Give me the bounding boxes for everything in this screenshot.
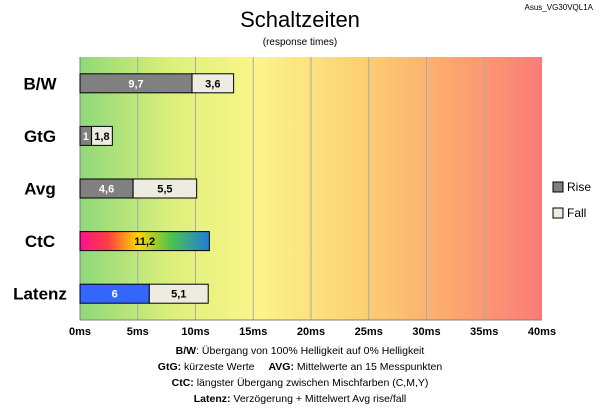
x-tick-label-30: 30ms [412,326,440,338]
x-tick-label-35: 35ms [470,326,498,338]
legend-swatch-rise [552,181,564,193]
bar-label-rise-latenz: 6 [112,289,118,301]
bar-label-rise-avg: 4,6 [99,184,114,196]
bar-label-fall-avg: 5,5 [157,184,172,196]
bar-label-rise-b-w: 9,7 [128,78,143,90]
x-tick-label-5: 5ms [127,326,149,338]
x-tick-label-40: 40ms [528,326,556,338]
category-label-b-w: B/W [23,74,57,93]
legend-label-fall: Fall [567,206,586,220]
chart-subtitle: (response times) [263,37,337,48]
category-label-latenz: Latenz [13,285,67,304]
bar-label-rise-ctc: 11,2 [134,236,155,248]
footnotes: B/W: Übergang von 100% Helligkeit auf 0%… [158,345,443,405]
x-tick-label-0: 0ms [69,326,91,338]
bar-label-rise-gtg: 1 [83,131,89,143]
bar-label-fall-gtg: 1,8 [94,131,109,143]
bar-label-fall-latenz: 5,1 [171,289,186,301]
category-label-ctc: CtC [25,232,55,251]
category-label-avg: Avg [24,180,56,199]
category-label-gtg: GtG [24,127,56,146]
bar-fall-latenz [148,283,209,304]
footnote-gtg-avg: GtG: kürzeste Werte AVG: Mittelwerte an 1… [158,361,443,373]
footnote-bw: B/W: Übergang von 100% Helligkeit auf 0%… [176,345,425,357]
footnote-latenz: Latenz: Verzögerung + Mittelwert Avg ris… [194,393,407,405]
monitor-model: Asus_VG30VQL1A [525,3,594,12]
bar-fall-b-w [191,73,235,94]
bar-rise-ctc [79,231,210,252]
chart-title: Schaltzeiten [240,7,360,32]
footnote-ctc: CtC: längster Übergang zwischen Mischfar… [172,377,429,389]
x-tick-label-15: 15ms [239,326,267,338]
x-tick-label-10: 10ms [181,326,209,338]
legend-swatch-fall [552,207,564,219]
bar-fall-gtg [91,125,113,146]
x-tick-label-25: 25ms [355,326,383,338]
bar-label-fall-b-w: 3,6 [205,78,220,90]
legend-label-rise: Rise [567,180,591,194]
bar-fall-avg [132,178,198,199]
legend: Rise Fall [552,180,591,220]
x-tick-label-20: 20ms [297,326,325,338]
